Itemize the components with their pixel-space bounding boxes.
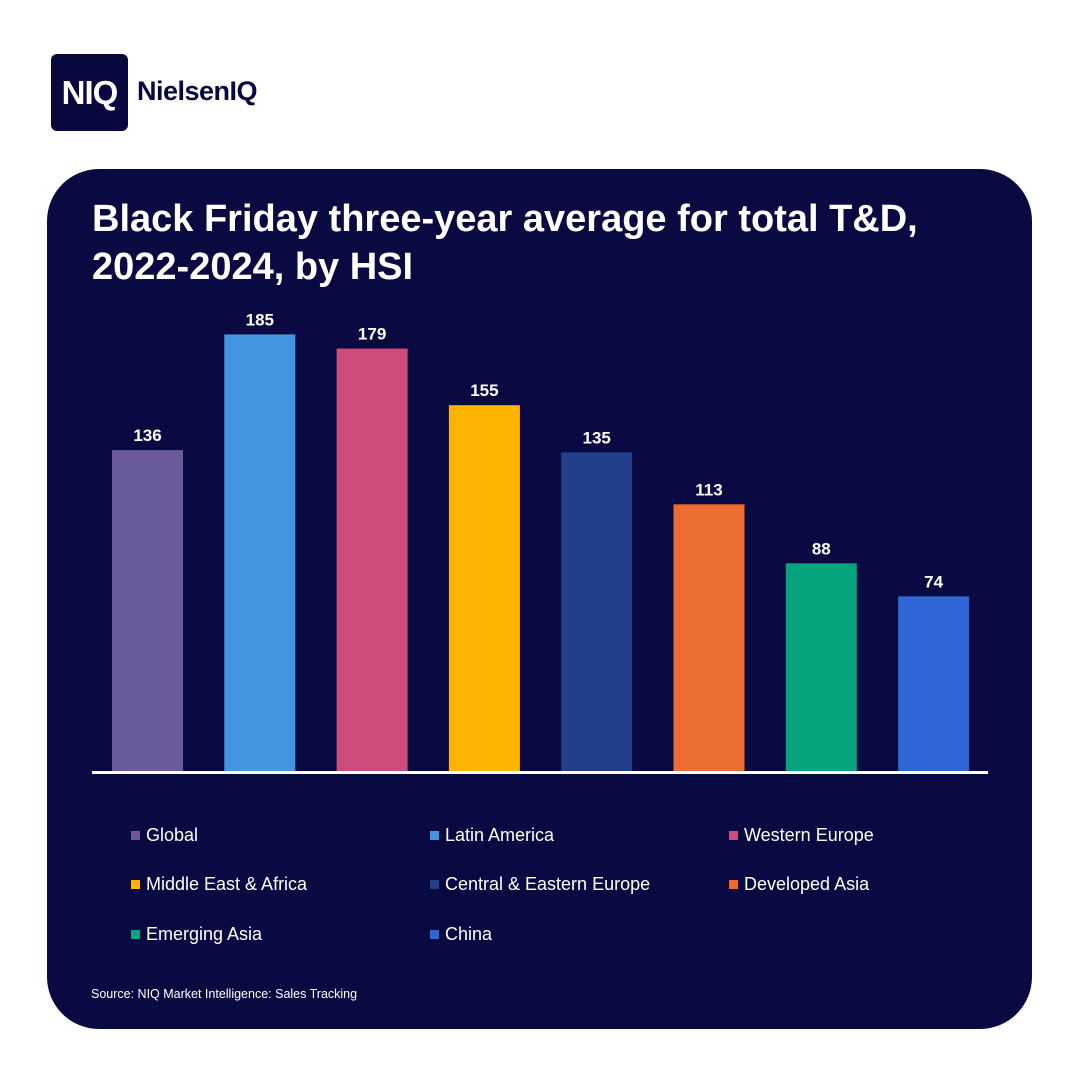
legend-swatch [430,880,439,889]
bar-latin-america [224,334,296,771]
data-label: 185 [246,310,274,329]
legend-swatch [430,930,439,939]
bar-global [112,450,183,771]
data-label: 179 [358,325,386,344]
source-note: Source: NIQ Market Intelligence: Sales T… [91,987,358,1001]
nielseniq-wordmark: NielsenIQ [137,76,258,106]
chart-title: Black Friday three-year average for tota… [92,198,918,288]
bar-middle-east-africa [448,405,520,771]
legend-swatch [131,831,140,840]
legend-swatch [430,831,439,840]
legend-label: China [445,924,493,944]
legend-label: Emerging Asia [146,924,263,944]
legend-label: Western Europe [744,825,874,845]
bar-china [898,596,970,771]
bar-chart: 136 185 179 155 135 113 88 74 [92,310,988,774]
data-label: 136 [133,426,161,445]
legend-item: Global [131,825,198,846]
legend-item: Western Europe [729,825,874,846]
niq-logo-badge: NIQ [51,54,128,131]
legend-swatch [729,831,738,840]
chart-card: Black Friday three-year average for tota… [47,169,1032,1029]
legend-label: Developed Asia [744,874,870,894]
legend-swatch [131,930,140,939]
legend-item: China [430,924,492,945]
bar-developed-asia [673,504,745,771]
bar-emerging-asia [785,563,857,771]
legend-item: Emerging Asia [131,924,262,945]
legend-item: Latin America [430,825,554,846]
data-label: 155 [470,381,498,400]
legend-swatch [729,880,738,889]
legend-label: Middle East & Africa [146,874,308,894]
legend-item: Central & Eastern Europe [430,874,650,895]
legend-label: Latin America [445,825,555,845]
legend-item: Middle East & Africa [131,874,307,895]
legend-label: Global [146,825,199,845]
data-label: 88 [812,539,831,558]
data-label: 135 [583,428,611,447]
legend-label: Central & Eastern Europe [445,874,651,894]
data-label: 74 [924,572,943,591]
chart-legend: Global Latin America Western Europe Middle … [131,825,1031,985]
bar-central-eastern-europe [561,452,633,771]
logo-badge-text: NIQ [61,73,119,111]
data-label: 113 [695,480,722,499]
legend-item: Developed Asia [729,874,869,895]
legend-swatch [131,880,140,889]
bar-western-europe [336,348,408,771]
